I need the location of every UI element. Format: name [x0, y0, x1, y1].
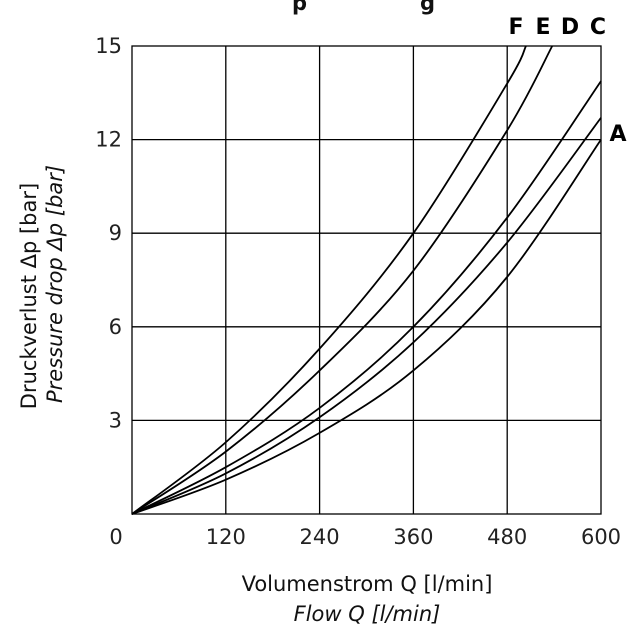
chart-title-fragment-2: g: [420, 0, 435, 15]
y-tick-label: 15: [95, 34, 122, 58]
y-tick-label: 9: [109, 221, 122, 245]
x-axis-title: Volumenstrom Q [l/min]: [242, 572, 493, 596]
x-tick-label: 120: [206, 525, 246, 549]
series-line-e: [131, 45, 554, 515]
series-label-e: E: [535, 15, 550, 40]
x-axis-title-secondary: Flow Q [l/min]: [294, 602, 441, 626]
series-label-d: D: [561, 15, 579, 40]
y-axis-title: Druckverlust Δp [bar]: [17, 183, 41, 409]
y-tick-label: 6: [109, 315, 122, 339]
x-tick-label: 480: [487, 525, 527, 549]
plot-frame: [131, 45, 602, 515]
x-tick-label: 600: [581, 525, 621, 549]
series-line-c: [131, 117, 602, 515]
grid: [131, 45, 602, 515]
chart-title-fragment: p: [292, 0, 307, 15]
x-tick-label: 240: [300, 525, 340, 549]
y-tick-label: 3: [109, 408, 122, 432]
y-tick-label: 12: [95, 128, 122, 152]
series-line-f: [131, 45, 527, 515]
series-labels: F E D C A: [508, 15, 626, 147]
x-tick-label: 360: [393, 525, 433, 549]
x-tick-label: 0: [109, 525, 122, 549]
series-label-c: C: [590, 15, 606, 40]
y-tick-labels: 3 6 9 12 15: [95, 34, 122, 432]
curves: [131, 45, 602, 515]
x-tick-labels: 0 120 240 360 480 600: [109, 525, 621, 549]
series-label-f: F: [508, 15, 523, 40]
series-line-a: [131, 139, 602, 515]
series-line-d: [131, 80, 602, 515]
series-label-a: A: [609, 122, 626, 147]
y-axis-title-secondary: Pressure drop Δp [bar]: [43, 165, 67, 403]
